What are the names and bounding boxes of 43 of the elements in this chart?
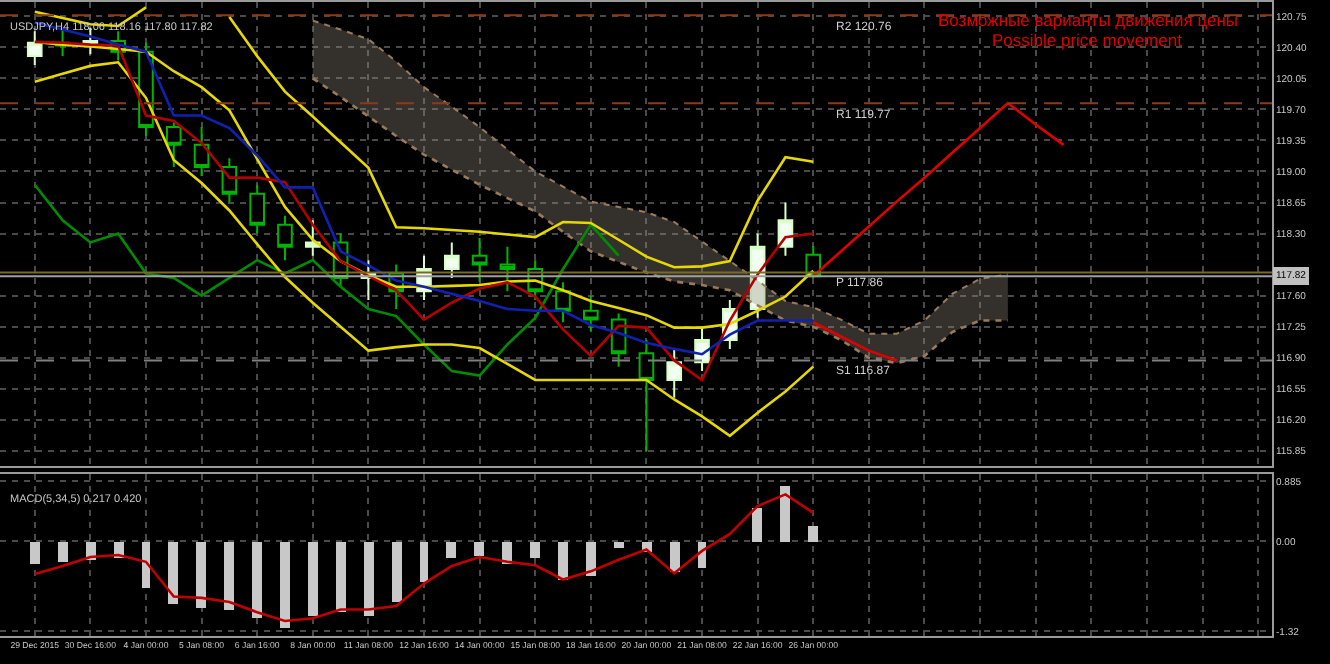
bar [280, 542, 290, 628]
candlestick [304, 219, 321, 257]
bar [392, 542, 402, 602]
candlestick [277, 214, 293, 262]
bar [168, 542, 178, 604]
bar [420, 542, 428, 582]
bar [558, 542, 568, 580]
bar [614, 542, 624, 548]
candlestick [638, 339, 655, 452]
bar [670, 542, 680, 572]
candlestick [471, 237, 488, 284]
bar [30, 542, 40, 564]
line-series [811, 101, 1065, 278]
bar [224, 542, 234, 610]
annotation: Возможные варианты движения цены [938, 10, 1239, 30]
line-series [811, 320, 898, 362]
bar [808, 526, 818, 542]
bar [586, 542, 596, 576]
annotation: Possible price movement [992, 30, 1184, 50]
candlestick [666, 347, 683, 399]
candlestick [583, 294, 599, 333]
candlestick [444, 241, 460, 279]
bar [252, 542, 262, 618]
bar [474, 542, 484, 556]
candlestick [555, 281, 571, 324]
bar [58, 542, 68, 562]
line-series [33, 183, 620, 377]
bar [530, 542, 540, 558]
bar [308, 542, 318, 616]
bar [780, 486, 790, 542]
candlestick [165, 121, 182, 169]
bar [446, 542, 456, 558]
line-series [33, 61, 815, 438]
bar [752, 508, 762, 542]
candlestick [499, 245, 516, 293]
candlestick [249, 183, 265, 235]
candlestick [26, 30, 43, 66]
bar [142, 542, 150, 588]
bar [364, 542, 374, 616]
candlestick [193, 126, 210, 177]
line-series [311, 77, 1010, 365]
bar [196, 542, 206, 608]
bar [336, 542, 346, 612]
